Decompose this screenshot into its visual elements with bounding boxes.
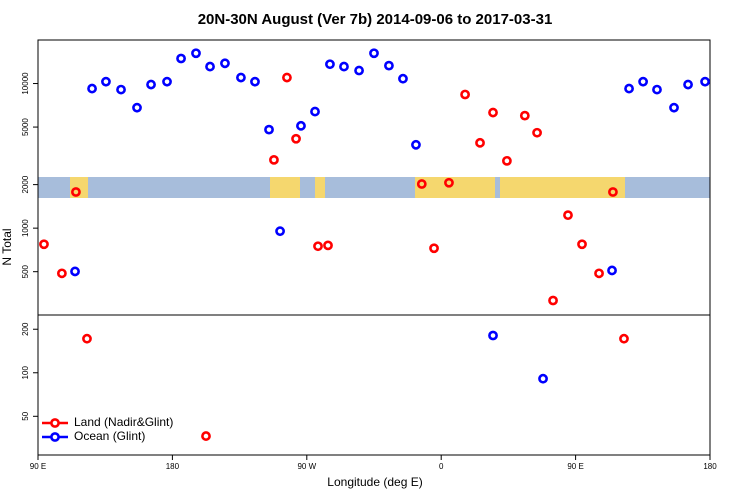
point <box>269 154 279 165</box>
y-tick-label: 200 <box>21 322 30 336</box>
point <box>205 61 215 72</box>
point <box>369 48 379 59</box>
x-axis-label: Longitude (deg E) <box>327 475 422 489</box>
point <box>532 127 542 138</box>
point <box>488 330 498 341</box>
point <box>236 72 246 83</box>
x-tick-label: 90 W <box>297 462 316 471</box>
point <box>191 48 201 59</box>
point <box>563 210 573 221</box>
point <box>70 266 80 277</box>
x-tick-label: 90 E <box>30 462 46 471</box>
point <box>56 268 67 279</box>
x-tick-label: 180 <box>703 462 717 471</box>
point <box>429 243 439 254</box>
point <box>310 106 320 117</box>
point <box>176 53 186 64</box>
y-axis-label: N Total <box>0 228 14 265</box>
point <box>577 239 587 250</box>
point <box>475 137 485 148</box>
legend-label: Ocean (Glint) <box>74 429 145 443</box>
point <box>548 295 558 306</box>
point <box>220 58 230 69</box>
point <box>39 239 49 250</box>
point <box>275 226 285 237</box>
point <box>652 84 662 95</box>
point <box>291 133 301 144</box>
point <box>264 124 274 135</box>
point <box>282 72 292 83</box>
point <box>411 139 421 150</box>
point <box>700 76 710 87</box>
point <box>519 110 530 121</box>
point <box>488 107 498 118</box>
point <box>250 76 260 87</box>
point <box>502 155 512 166</box>
y-tick-label: 2000 <box>21 175 30 193</box>
x-tick-label: 0 <box>439 462 444 471</box>
point <box>339 61 349 72</box>
map-strip <box>38 177 710 198</box>
point <box>619 333 629 344</box>
point <box>608 187 618 197</box>
point <box>146 79 156 90</box>
legend-label: Land (Nadir&Glint) <box>74 415 173 429</box>
y-tick-label: 100 <box>21 366 30 380</box>
y-tick-label: 50 <box>21 411 30 420</box>
y-tick-label: 500 <box>21 264 30 278</box>
plot-frame <box>37 39 711 456</box>
x-tick-label: 180 <box>166 462 180 471</box>
point <box>384 60 394 71</box>
point <box>101 76 111 87</box>
point <box>669 102 679 113</box>
point <box>71 187 81 197</box>
chart-title: 20N-30N August (Ver 7b) 2014-09-06 to 20… <box>198 11 553 28</box>
point <box>460 89 470 100</box>
point <box>82 333 92 344</box>
point <box>323 240 333 251</box>
y-tick-label: 5000 <box>21 118 30 136</box>
point <box>116 84 126 95</box>
y-tick-label: 1000 <box>21 219 30 237</box>
legend-marker <box>50 432 60 442</box>
y-tick-label: 10000 <box>21 72 30 95</box>
point <box>296 120 306 131</box>
point <box>354 65 364 76</box>
point <box>638 76 648 87</box>
point <box>313 241 323 252</box>
point <box>444 177 454 188</box>
point <box>398 73 408 84</box>
point <box>162 76 172 87</box>
point <box>607 265 617 276</box>
legend-marker <box>50 418 60 428</box>
x-tick-label: 90 E <box>567 462 583 471</box>
point <box>325 59 335 70</box>
point <box>201 431 211 441</box>
point <box>683 79 693 90</box>
point <box>538 373 548 384</box>
point <box>132 102 142 113</box>
point <box>416 179 427 189</box>
point <box>594 268 604 279</box>
point <box>624 83 634 94</box>
point <box>87 83 97 94</box>
